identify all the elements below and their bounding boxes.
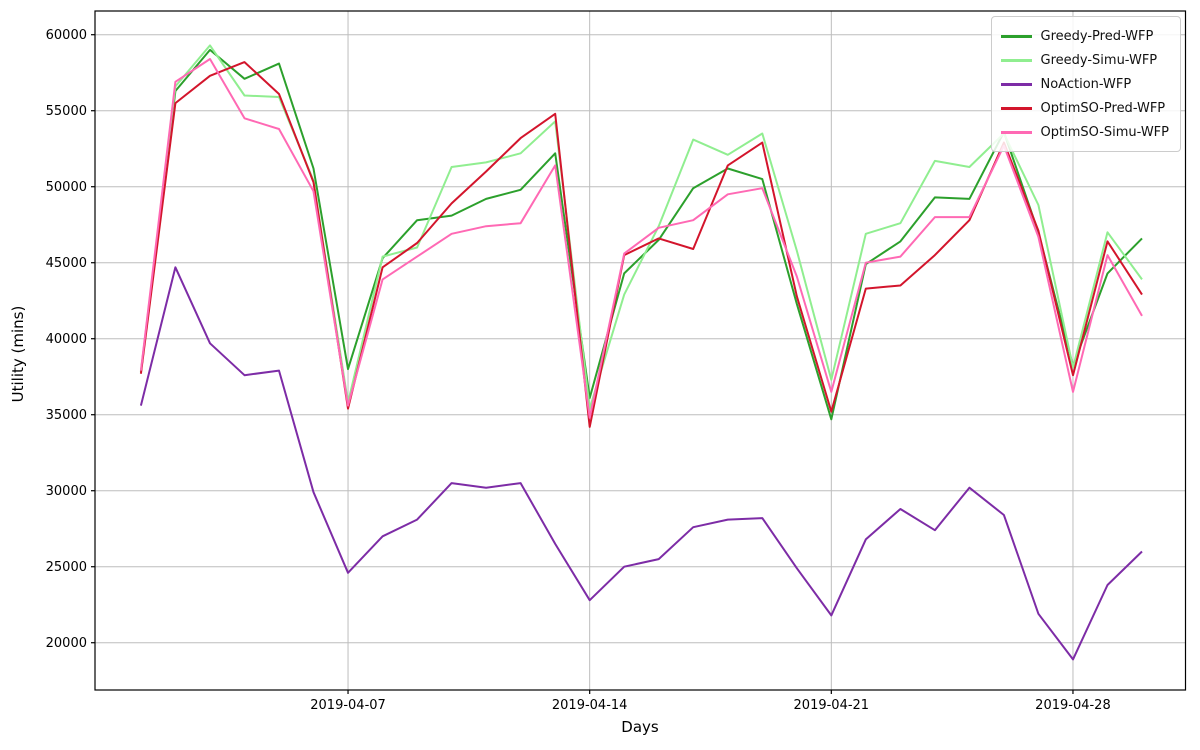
legend-label: Greedy-Pred-WFP bbox=[1040, 28, 1154, 44]
legend-line-swatch bbox=[1000, 130, 1032, 134]
legend-label: OptimSO-Pred-WFP bbox=[1040, 100, 1166, 116]
series-line-optimso-simu-wfp bbox=[139, 58, 1143, 419]
y-tick-label: 50000 bbox=[46, 180, 87, 195]
legend-label: NoAction-WFP bbox=[1040, 76, 1132, 92]
series-line-greedy-pred-wfp bbox=[139, 48, 1143, 421]
legend-line-swatch bbox=[1000, 34, 1032, 38]
y-tick-label: 60000 bbox=[46, 28, 87, 43]
legend-item-optimso-simu-wfp: OptimSO-Simu-WFP bbox=[1000, 120, 1170, 144]
y-tick-label: 55000 bbox=[46, 104, 87, 119]
y-tick-label: 25000 bbox=[46, 560, 87, 575]
legend-label: OptimSO-Simu-WFP bbox=[1040, 124, 1170, 140]
legend-item-greedy-pred-wfp: Greedy-Pred-WFP bbox=[1000, 24, 1170, 48]
legend-item-greedy-simu-wfp: Greedy-Simu-WFP bbox=[1000, 48, 1170, 72]
legend-item-optimso-pred-wfp: OptimSO-Pred-WFP bbox=[1000, 96, 1170, 120]
y-tick-label: 30000 bbox=[46, 484, 87, 499]
plot-border bbox=[94, 10, 1187, 691]
x-tick-label: 2019-04-21 bbox=[794, 698, 870, 713]
legend-line-swatch bbox=[1000, 106, 1032, 110]
legend-line-swatch bbox=[1000, 82, 1032, 86]
x-axis-label: Days bbox=[621, 718, 659, 736]
y-tick-label: 20000 bbox=[46, 636, 87, 651]
y-tick-label: 35000 bbox=[46, 408, 87, 423]
series-line-noaction-wfp bbox=[139, 266, 1143, 661]
y-axis-label: Utility (mins) bbox=[9, 305, 27, 403]
y-tick-label: 45000 bbox=[46, 256, 87, 271]
y-tick-label: 40000 bbox=[46, 332, 87, 347]
legend-label: Greedy-Simu-WFP bbox=[1040, 52, 1158, 68]
legend-item-noaction-wfp: NoAction-WFP bbox=[1000, 72, 1170, 96]
x-tick-label: 2019-04-28 bbox=[1035, 698, 1111, 713]
x-tick-label: 2019-04-07 bbox=[310, 698, 386, 713]
legend: Greedy-Pred-WFP Greedy-Simu-WFP NoAction-W… bbox=[990, 16, 1181, 152]
x-tick-label: 2019-04-14 bbox=[552, 698, 628, 713]
legend-line-swatch bbox=[1000, 58, 1032, 62]
